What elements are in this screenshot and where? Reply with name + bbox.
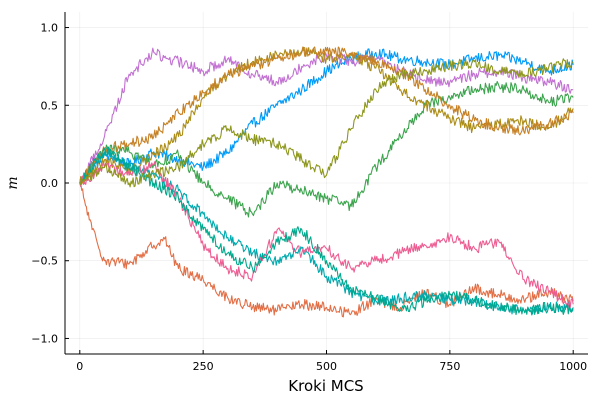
x-tick-label-0: 0 [76, 360, 83, 373]
y-ticks: 1.0 0.5 0.0 −0.5 −1.0 [31, 22, 69, 345]
y-tick-label-3: −0.5 [31, 255, 58, 268]
x-tick-label-4: 1000 [559, 360, 587, 373]
series-line-8 [79, 46, 574, 186]
series-line-1 [79, 48, 574, 185]
series-line-5 [79, 46, 574, 184]
series-line-7 [79, 161, 574, 309]
series-line-4 [79, 47, 574, 185]
series-line-9 [79, 146, 574, 316]
series-line-2 [79, 182, 574, 318]
y-tick-label-4: −1.0 [31, 332, 58, 345]
y-tick-label-0: 1.0 [41, 22, 59, 35]
y-axis-title: m [5, 176, 21, 189]
x-tick-label-1: 250 [193, 360, 214, 373]
y-tick-label-1: 0.5 [41, 99, 59, 112]
series-line-10 [79, 58, 574, 188]
series-line-3 [79, 80, 574, 218]
x-tick-label-2: 500 [316, 360, 337, 373]
x-axis-title: Kroki MCS [288, 377, 363, 395]
x-tick-label-3: 750 [439, 360, 460, 373]
series-layer [79, 46, 574, 318]
x-ticks: 0 250 500 750 1000 [76, 350, 587, 373]
y-tick-label-2: 0.0 [41, 177, 59, 190]
